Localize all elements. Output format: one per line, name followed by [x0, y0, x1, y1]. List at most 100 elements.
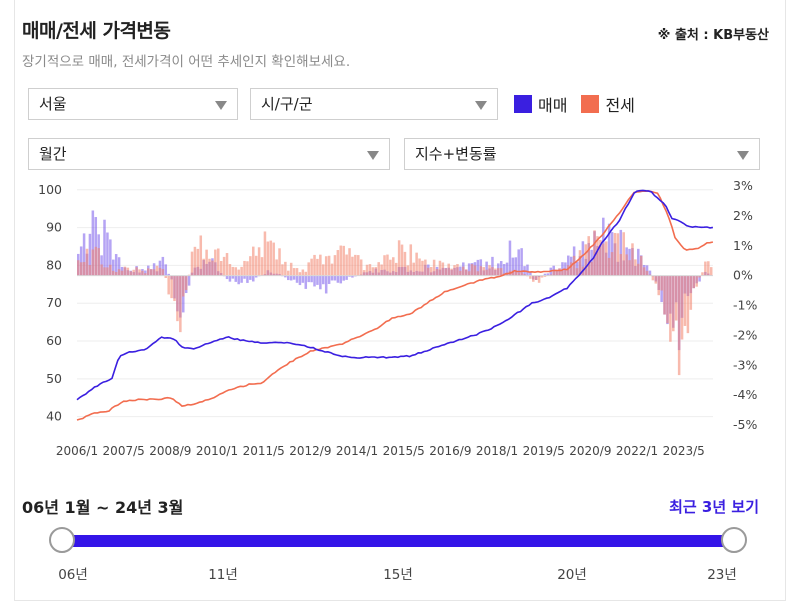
change-bar-sale — [327, 275, 331, 284]
x-axis-tick-label: 2015/5 — [383, 444, 425, 458]
change-bar-sale — [114, 254, 118, 276]
left-axis-tick-label: 90 — [46, 220, 62, 235]
change-bar-sale — [348, 275, 351, 277]
change-bar-sale — [301, 275, 305, 283]
range-slider-track[interactable] — [62, 535, 734, 547]
x-axis-tick-label: 2006/1 — [56, 444, 98, 458]
change-bar-jeonse — [190, 251, 194, 276]
change-bar-sale — [94, 217, 98, 276]
change-bar-jeonse — [680, 275, 684, 340]
change-bar-jeonse — [284, 261, 287, 276]
x-axis-tick-label: 2008/9 — [149, 444, 191, 458]
change-bar-jeonse — [403, 251, 407, 276]
change-bar-jeonse — [182, 275, 185, 297]
change-bar-jeonse — [342, 245, 345, 276]
change-bar-sale — [322, 275, 325, 285]
left-axis-tick-label: 50 — [46, 371, 62, 386]
change-bar-jeonse — [120, 270, 124, 276]
change-bar-jeonse — [593, 230, 596, 276]
change-bar-jeonse — [193, 246, 197, 276]
change-bar-jeonse — [529, 275, 532, 279]
chart-legend: 매매 전세 — [514, 92, 649, 116]
range-slider-end-handle[interactable] — [721, 527, 747, 553]
change-bar-sale — [561, 262, 564, 276]
change-bar-jeonse — [202, 258, 205, 276]
change-bar-jeonse — [707, 261, 710, 276]
change-bar-jeonse — [117, 269, 121, 276]
change-bar-jeonse — [415, 252, 418, 276]
district-select[interactable]: 시/구/군 — [250, 88, 498, 120]
change-bar-jeonse — [654, 275, 658, 284]
change-bar-jeonse — [540, 275, 544, 278]
change-bar-sale — [112, 259, 115, 276]
change-bar-jeonse — [613, 233, 617, 276]
change-bar-jeonse — [359, 259, 363, 276]
change-bar-sale — [161, 256, 165, 276]
change-bar-jeonse — [639, 255, 643, 276]
legend-swatch-sale — [514, 95, 532, 113]
change-bar-jeonse — [648, 274, 652, 276]
change-bar-jeonse — [184, 275, 188, 291]
change-bar-jeonse — [438, 260, 442, 276]
change-bar-jeonse — [584, 244, 588, 276]
change-bar-jeonse — [709, 267, 713, 276]
metric-select[interactable]: 지수+변동률 — [404, 138, 760, 170]
change-bar-jeonse — [657, 275, 660, 296]
change-bar-jeonse — [144, 273, 147, 276]
change-bar-jeonse — [625, 254, 628, 276]
change-bar-jeonse — [427, 267, 430, 276]
change-bar-jeonse — [672, 275, 675, 332]
change-bar-jeonse — [222, 256, 226, 276]
change-bar-jeonse — [205, 249, 208, 276]
change-bar-jeonse — [225, 253, 229, 276]
change-bar-jeonse — [266, 241, 270, 276]
change-bar-jeonse — [692, 275, 695, 289]
region-select[interactable]: 서울 — [28, 88, 238, 120]
change-bar-sale — [225, 275, 229, 280]
change-bar-jeonse — [161, 269, 165, 276]
change-bar-jeonse — [596, 236, 599, 276]
change-bar-sale — [319, 275, 322, 290]
change-bar-jeonse — [365, 264, 369, 276]
change-bar-jeonse — [400, 244, 404, 276]
change-bar-sale — [467, 263, 471, 276]
recent-3-years-button[interactable]: 최근 3년 보기 — [669, 498, 759, 516]
change-bar-sale — [106, 232, 109, 276]
change-bar-jeonse — [94, 246, 98, 276]
change-bar-jeonse — [616, 233, 620, 276]
change-bar-sale — [485, 261, 488, 276]
change-bar-sale — [508, 240, 512, 276]
page-subtitle: 장기적으로 매매, 전세가격이 어떤 추세인지 확인해보세요. — [22, 54, 351, 70]
change-bar-jeonse — [514, 271, 518, 276]
change-bar-jeonse — [386, 254, 389, 276]
change-bar-sale — [298, 275, 302, 286]
change-bar-sale — [234, 275, 238, 282]
x-axis-ticks: 2006/1 2007/5 2008/9 2010/1 2011/5 2012/9 2014… — [56, 444, 705, 458]
change-bar-jeonse — [354, 254, 357, 276]
change-bar-jeonse — [497, 268, 500, 276]
change-bar-sale — [103, 219, 106, 276]
change-bar-jeonse — [149, 269, 153, 276]
change-bar-sale — [529, 272, 532, 276]
change-bar-jeonse — [357, 255, 360, 276]
x-axis-tick-label: 2007/5 — [103, 444, 145, 458]
change-bar-jeonse — [517, 273, 520, 276]
change-bar-sale — [491, 256, 494, 276]
period-select[interactable]: 월간 — [28, 138, 390, 170]
x-axis-tick-label: 2022/1 — [616, 444, 658, 458]
change-bar-jeonse — [289, 262, 293, 276]
right-axis-tick-label: -1% — [733, 298, 757, 313]
change-bar-sale — [228, 275, 232, 282]
change-bar-sale — [88, 233, 92, 276]
change-bar-jeonse — [254, 255, 258, 276]
change-bar-jeonse — [281, 264, 284, 276]
change-bar-jeonse — [543, 275, 547, 277]
range-slider-start-handle[interactable] — [49, 527, 75, 553]
change-bar-sale — [310, 275, 313, 283]
change-bar-jeonse — [686, 275, 690, 334]
change-bar-sale — [284, 275, 287, 278]
change-bar-jeonse — [79, 262, 83, 276]
right-axis-tick-label: -4% — [733, 387, 757, 402]
change-bar-jeonse — [85, 248, 89, 276]
change-bar-jeonse — [126, 267, 130, 276]
